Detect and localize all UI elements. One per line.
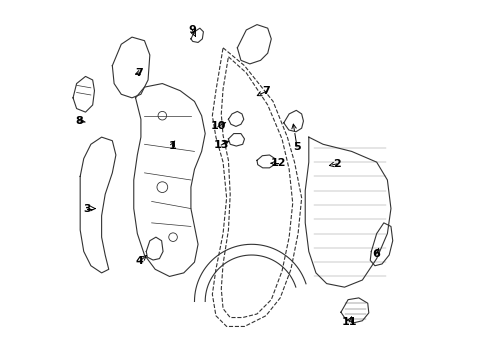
Text: 6: 6 (372, 249, 380, 259)
Text: 7: 7 (262, 86, 269, 96)
Text: 5: 5 (293, 142, 300, 152)
Text: 7: 7 (135, 68, 142, 78)
Text: 3: 3 (83, 203, 91, 213)
Text: 13: 13 (213, 140, 228, 150)
Text: 8: 8 (76, 116, 83, 126)
Text: 4: 4 (135, 256, 143, 266)
Text: 12: 12 (270, 158, 285, 168)
Text: 11: 11 (341, 317, 356, 327)
Text: 9: 9 (188, 25, 196, 35)
Text: 10: 10 (210, 121, 225, 131)
Text: 2: 2 (332, 159, 340, 169)
Text: 1: 1 (168, 141, 176, 151)
